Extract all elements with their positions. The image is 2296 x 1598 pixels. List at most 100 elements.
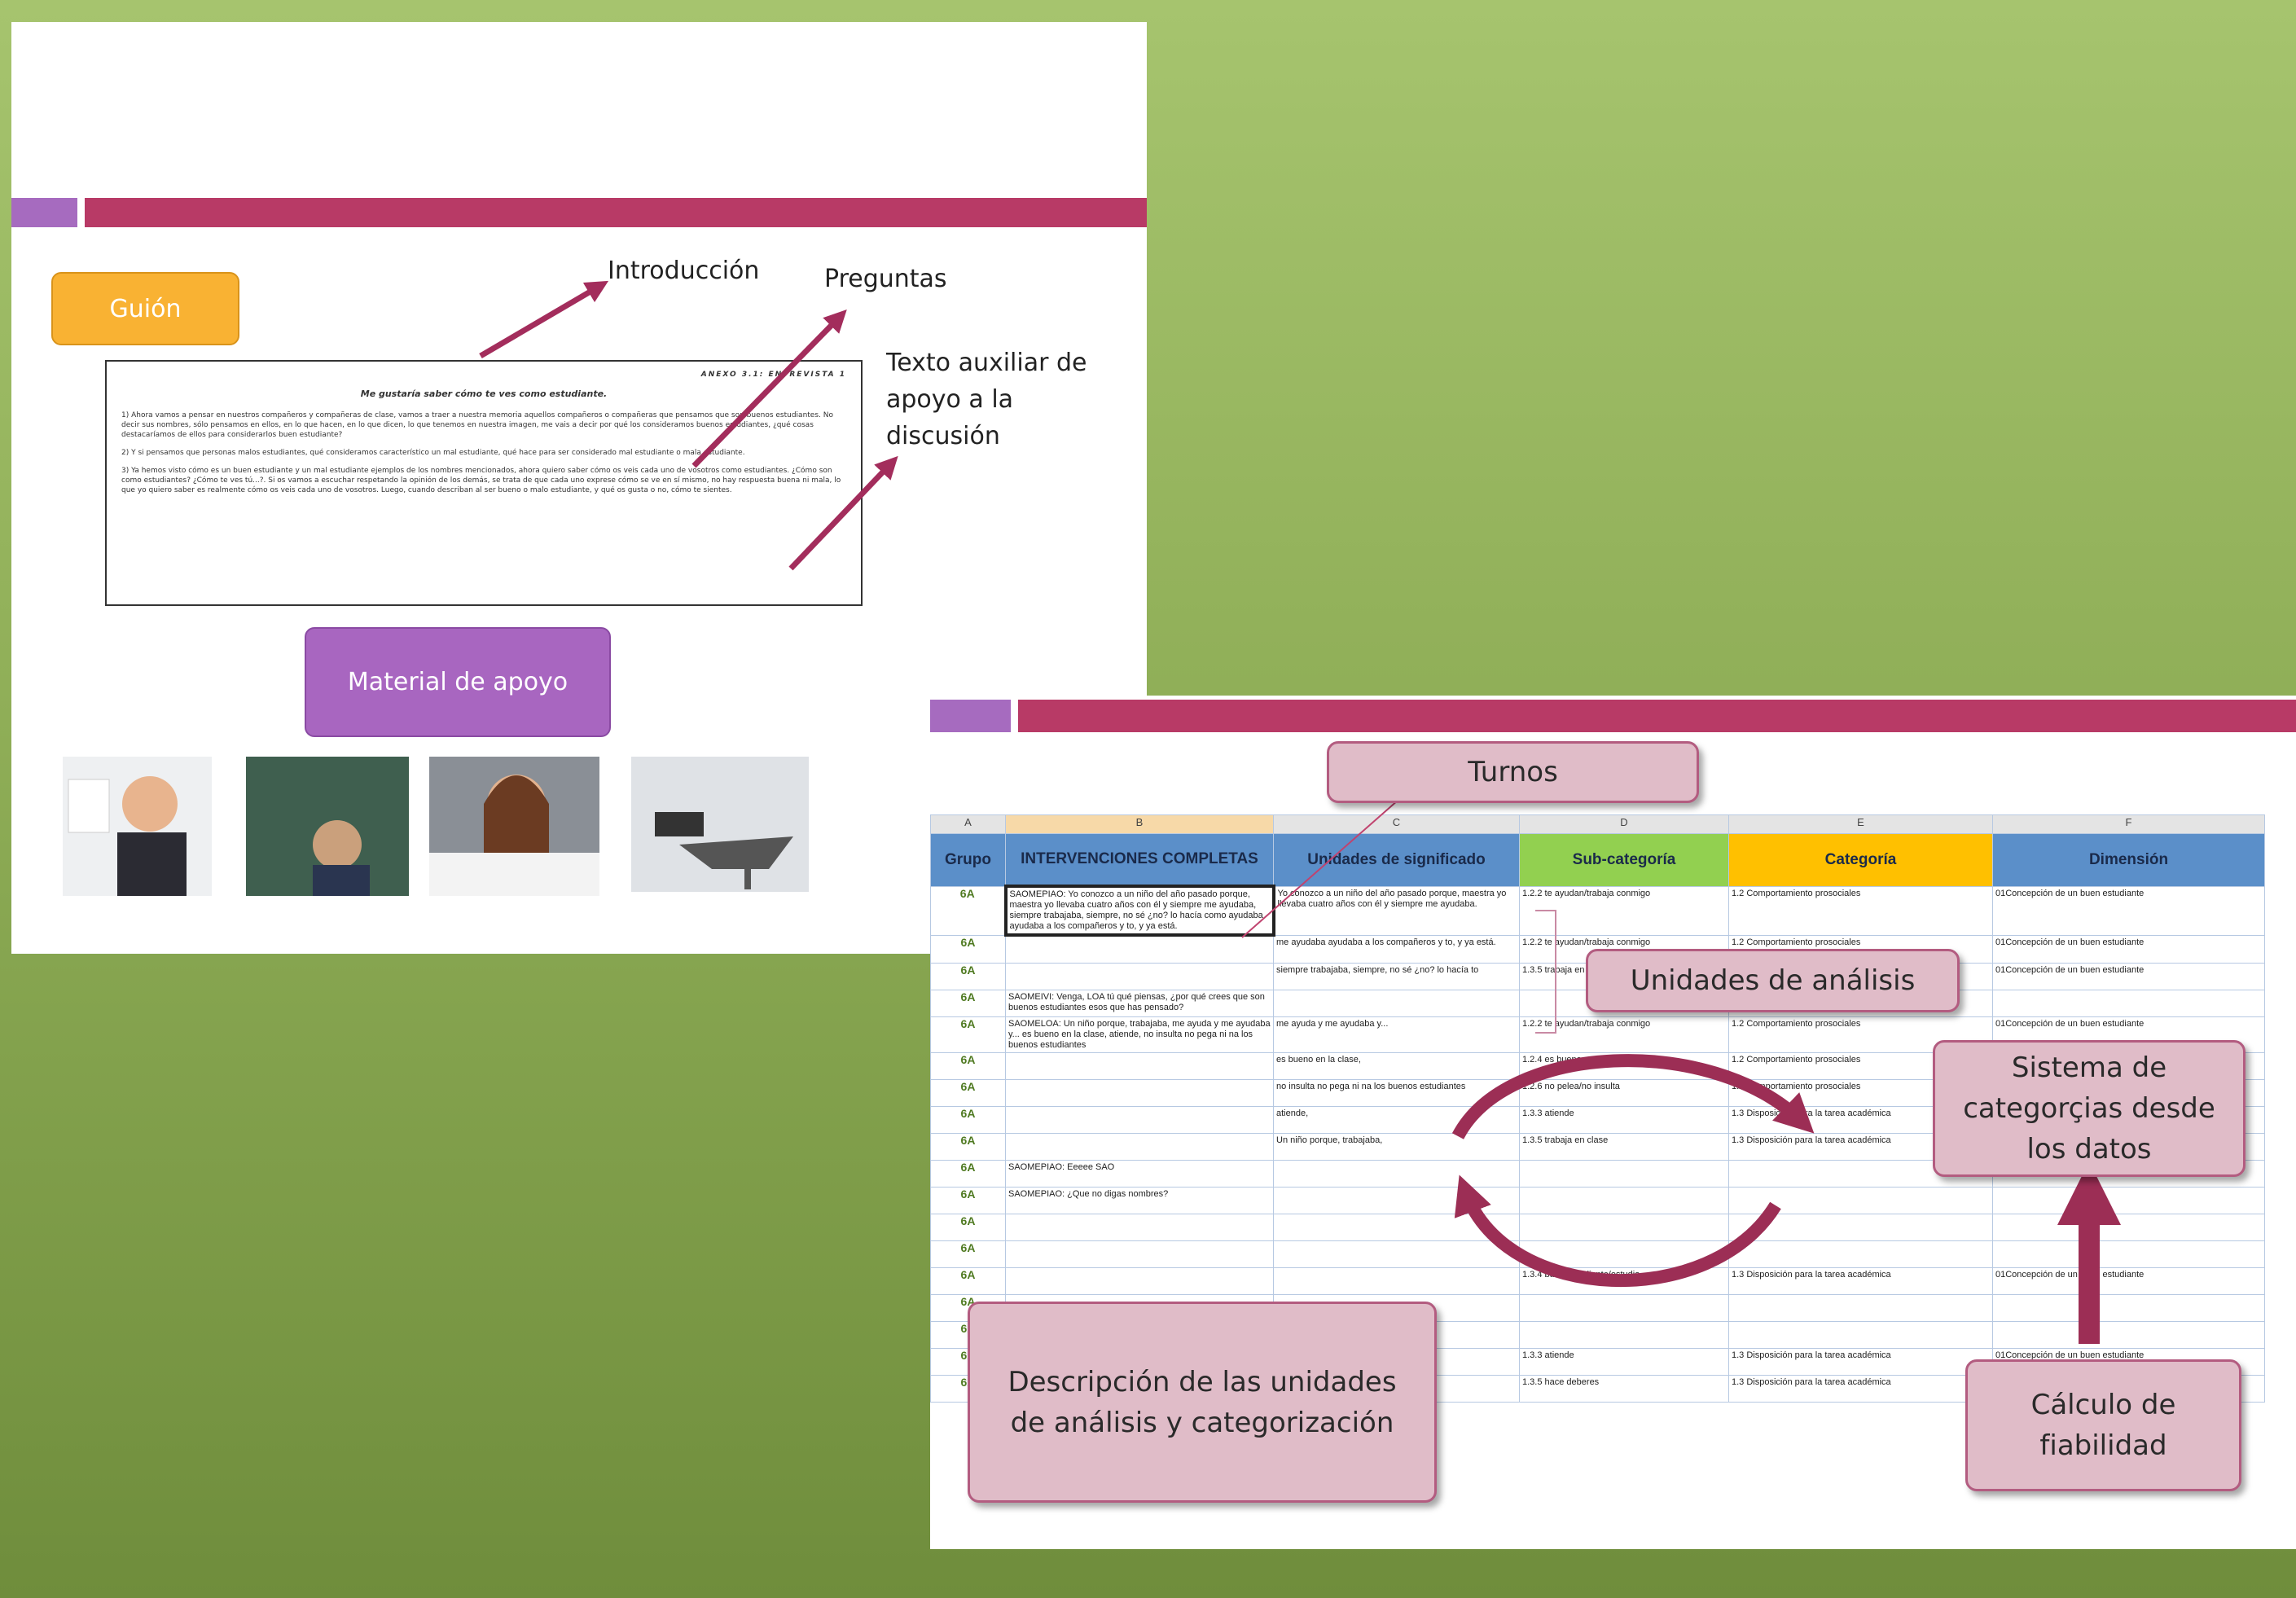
photos — [63, 757, 809, 896]
callout-line: de análisis y categorización — [1010, 1406, 1394, 1439]
cell: Yo conozco a un niño del año pasado porq… — [1273, 885, 1520, 936]
cell: 6A — [930, 1267, 1006, 1295]
doc-header: ANEXO 3.1: ENTREVISTA 1 — [700, 371, 846, 379]
cell: 6A — [930, 963, 1006, 990]
callout-sistema: Sistema de categorçias desde los datos — [1933, 1040, 2246, 1177]
cell: SAOMELOA: Un niño porque, trabajaba, me … — [1005, 1016, 1274, 1053]
cell — [1992, 990, 2265, 1017]
photo — [63, 757, 212, 896]
cell: 01Concepción de un buen estudiante — [1992, 963, 2265, 990]
column-letter: D — [1519, 814, 1729, 834]
header-cell: Dimensión — [1992, 833, 2265, 887]
cell: 6A — [930, 1079, 1006, 1107]
guion-box: Guión — [51, 272, 239, 345]
header-cell: Unidades de significado — [1273, 833, 1520, 887]
callout-unidades: Unidades de análisis — [1586, 949, 1960, 1012]
column-letter: E — [1728, 814, 1993, 834]
sheet-row: 6A SAOMEPIAO: Yo conozco a un niño del añ… — [930, 885, 2265, 937]
callout-calculo: Cálculo de fiabilidad — [1965, 1359, 2241, 1491]
cell: 1.3 Disposición para la tarea académica — [1728, 1348, 1993, 1376]
accent-bar — [930, 700, 1011, 732]
cell — [1992, 1321, 2265, 1349]
cell: me ayuda y me ayudaba y... — [1273, 1016, 1520, 1053]
cell: SAOMEIVI: Venga, LOA tú qué piensas, ¿po… — [1005, 990, 1274, 1017]
cell: 6A — [930, 1106, 1006, 1134]
label-line: apoyo a la — [886, 385, 1014, 414]
label-preguntas: Preguntas — [824, 265, 947, 293]
callout-line: los datos — [2026, 1133, 2152, 1166]
column-letter: C — [1273, 814, 1520, 834]
cell: 1.2.2 te ayudan/trabaja conmigo — [1519, 885, 1729, 936]
cell: 6A — [930, 1214, 1006, 1241]
column-letter: F — [1992, 814, 2265, 834]
turnos-line — [1241, 799, 1399, 938]
cell: 1.3.5 hace deberes — [1519, 1375, 1729, 1403]
cell: SAOMEPIAO: Eeeee SAO — [1005, 1160, 1274, 1188]
cell: 01Concepción de un buen estudiante — [1992, 934, 2265, 964]
label-intro: Introducción — [608, 257, 760, 285]
cell: 1.2 Comportamiento prosociales — [1728, 885, 1993, 936]
doc-item: 1) Ahora vamos a pensar en nuestros comp… — [121, 411, 833, 439]
callout-turnos: Turnos — [1327, 741, 1699, 803]
header-cell: Categoría — [1728, 833, 1993, 887]
callout-descripcion: Descripción de las unidades de análisis … — [968, 1302, 1437, 1503]
cell: 6A — [930, 1160, 1006, 1188]
cell — [1992, 1240, 2265, 1268]
label-line: discusión — [886, 422, 1000, 450]
photo — [631, 757, 809, 892]
cycle-arrow — [1454, 1174, 1781, 1287]
document: ANEXO 3.1: ENTREVISTA 1 Me gustaría sabe… — [105, 360, 863, 606]
cell: SAOMEPIAO: Yo conozco a un niño del año … — [1003, 885, 1275, 937]
label-texto: Texto auxiliar de apoyo a la discusión — [886, 345, 1087, 454]
cycle-arrow — [1451, 1054, 1815, 1139]
cell — [1273, 1267, 1520, 1295]
column-letter: A — [930, 814, 1006, 834]
header-row: Grupo INTERVENCIONES COMPLETAS Unidades de… — [930, 833, 2265, 887]
cell: me ayudaba ayudaba a los compañeros y to… — [1273, 934, 1520, 964]
sheet-row: 6A — [930, 1214, 2265, 1241]
cell — [1992, 1214, 2265, 1241]
callout-line: Descripción de las unidades — [1008, 1365, 1397, 1398]
cell — [1005, 1240, 1274, 1268]
cell — [1273, 1240, 1520, 1268]
cell: 6A — [930, 934, 1006, 964]
cell — [1273, 990, 1520, 1017]
sheet-row: 6A SAOMELOA: Un niño porque, trabajaba, m… — [930, 1016, 2265, 1053]
cell: es bueno en la clase, — [1273, 1052, 1520, 1080]
cell: Un niño porque, trabajaba, — [1273, 1133, 1520, 1161]
slide-1: Guión Introducción Preguntas Texto auxil… — [11, 22, 1147, 954]
cell: 1.3 Disposición para la tarea académica — [1728, 1375, 1993, 1403]
bracket — [1535, 910, 1556, 1034]
pointer-arrows — [479, 280, 898, 571]
cell — [1519, 1187, 1729, 1214]
cell: 01Concepción de un buen estudiante — [1992, 1267, 2265, 1295]
cell — [1005, 934, 1274, 964]
cell — [1519, 1321, 1729, 1349]
header-cell: Sub-categoría — [1519, 833, 1729, 887]
photo — [429, 757, 599, 896]
sheet-row: 6A 1.3.4 buen estudiante/estudia 1.3 Dispo… — [930, 1267, 2265, 1295]
cell — [1728, 1240, 1993, 1268]
callout-line: fiabilidad — [2039, 1429, 2167, 1462]
header-cell: Grupo — [930, 833, 1006, 887]
cell — [1005, 1079, 1274, 1107]
accent-bar — [85, 198, 1147, 227]
doc-item: 2) Y si pensamos que personas malos estu… — [121, 449, 745, 457]
accent-bar — [1018, 700, 2296, 732]
callout-line: Cálculo de — [2030, 1389, 2176, 1421]
cell: 01Concepción de un buen estudiante — [1992, 885, 2265, 936]
accent-bar — [11, 198, 77, 227]
column-letter: B — [1005, 814, 1274, 834]
cell: 1.2.6 no pelea/no insulta — [1519, 1079, 1729, 1107]
header-cell: INTERVENCIONES COMPLETAS — [1005, 833, 1274, 887]
doc-title: Me gustaría saber cómo te ves como estud… — [360, 389, 608, 399]
cell: 6A — [930, 1187, 1006, 1214]
callout-line: Sistema de — [2011, 1051, 2167, 1084]
label-line: Texto auxiliar de — [886, 349, 1087, 377]
cell: 6A — [930, 1016, 1006, 1053]
doc-item: 3) Ya hemos visto cómo es un buen estudi… — [121, 467, 841, 494]
photo — [246, 757, 409, 896]
